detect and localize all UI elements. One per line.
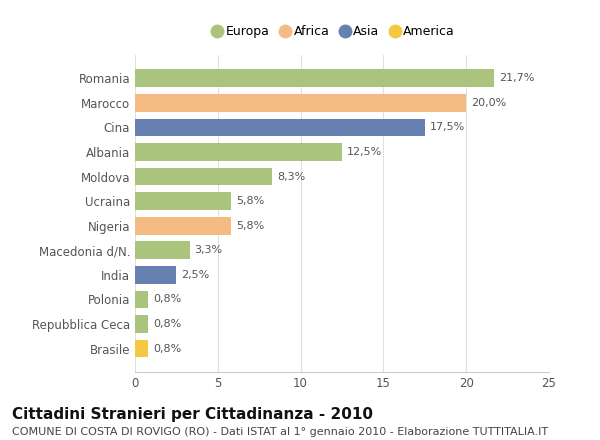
Text: 5,8%: 5,8%: [236, 221, 264, 231]
Text: 2,5%: 2,5%: [181, 270, 209, 280]
Bar: [135, 217, 231, 235]
Bar: [135, 242, 190, 259]
Bar: [135, 143, 342, 161]
Text: 12,5%: 12,5%: [347, 147, 382, 157]
Bar: [135, 70, 494, 87]
Text: 0,8%: 0,8%: [153, 344, 181, 354]
Text: 8,3%: 8,3%: [277, 172, 305, 182]
Text: Cittadini Stranieri per Cittadinanza - 2010: Cittadini Stranieri per Cittadinanza - 2…: [12, 407, 373, 422]
Text: 3,3%: 3,3%: [194, 245, 223, 255]
Text: 20,0%: 20,0%: [471, 98, 506, 108]
Bar: [135, 290, 148, 308]
Text: 0,8%: 0,8%: [153, 294, 181, 304]
Bar: [135, 266, 176, 284]
Text: 17,5%: 17,5%: [430, 122, 465, 132]
Bar: [135, 118, 425, 136]
Bar: [135, 340, 148, 357]
Bar: [135, 192, 231, 210]
Text: 21,7%: 21,7%: [499, 73, 535, 83]
Text: 0,8%: 0,8%: [153, 319, 181, 329]
Bar: [135, 168, 272, 185]
Bar: [135, 94, 466, 112]
Text: 5,8%: 5,8%: [236, 196, 264, 206]
Legend: Europa, Africa, Asia, America: Europa, Africa, Asia, America: [208, 20, 460, 43]
Text: COMUNE DI COSTA DI ROVIGO (RO) - Dati ISTAT al 1° gennaio 2010 - Elaborazione TU: COMUNE DI COSTA DI ROVIGO (RO) - Dati IS…: [12, 427, 548, 437]
Bar: [135, 315, 148, 333]
